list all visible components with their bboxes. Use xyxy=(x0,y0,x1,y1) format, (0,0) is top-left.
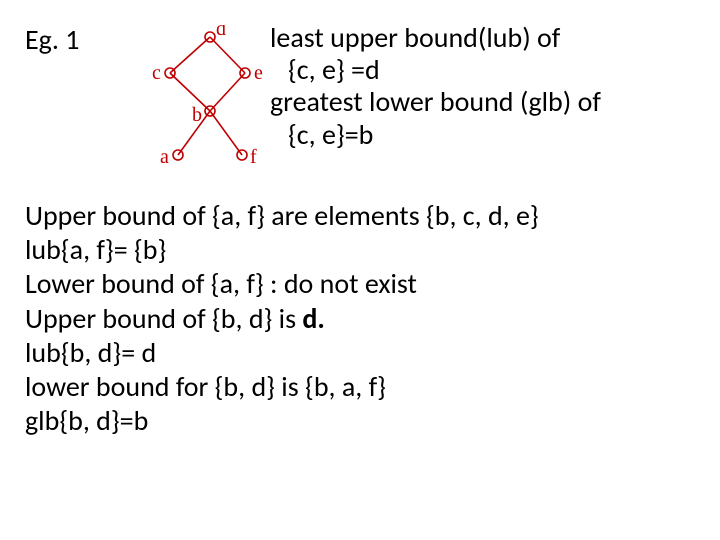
hasse-diagram: d c e b a f xyxy=(150,25,270,175)
glb-line2: {c, e}=b xyxy=(270,119,710,151)
stmt-3: Lower bound of {a, f} : do not exist xyxy=(25,268,705,300)
stmt-2: lub{a, f}= {b} xyxy=(25,234,705,266)
lub-line1: least upper bound(lub) of xyxy=(270,22,710,54)
node-label-d: d xyxy=(216,25,226,40)
lower-statements: Upper bound of {a, f} are elements {b, c… xyxy=(25,200,705,439)
node-label-e: e xyxy=(254,62,263,84)
edge-c-b xyxy=(170,73,210,111)
glb-line1: greatest lower bound (glb) of xyxy=(270,86,710,118)
node-label-c: c xyxy=(152,62,161,84)
edge-e-b xyxy=(210,73,245,111)
edge-b-f xyxy=(210,111,242,155)
right-definitions: least upper bound(lub) of {c, e} =d grea… xyxy=(270,22,710,151)
lub-line2: {c, e} =d xyxy=(270,54,710,86)
node-label-f: f xyxy=(250,146,257,168)
stmt-7: glb{b, d}=b xyxy=(25,405,705,437)
stmt-1: Upper bound of {a, f} are elements {b, c… xyxy=(25,200,705,232)
edge-d-e xyxy=(210,37,245,73)
stmt-4: Upper bound of {b, d} is d. xyxy=(25,303,705,335)
node-label-b: b xyxy=(192,104,202,126)
example-title: Eg. 1 xyxy=(25,22,79,57)
stmt-6: lower bound for {b, d} is {b, a, f} xyxy=(25,371,705,403)
node-label-a: a xyxy=(160,146,169,168)
edge-d-c xyxy=(170,37,210,73)
stmt-5: lub{b, d}= d xyxy=(25,337,705,369)
